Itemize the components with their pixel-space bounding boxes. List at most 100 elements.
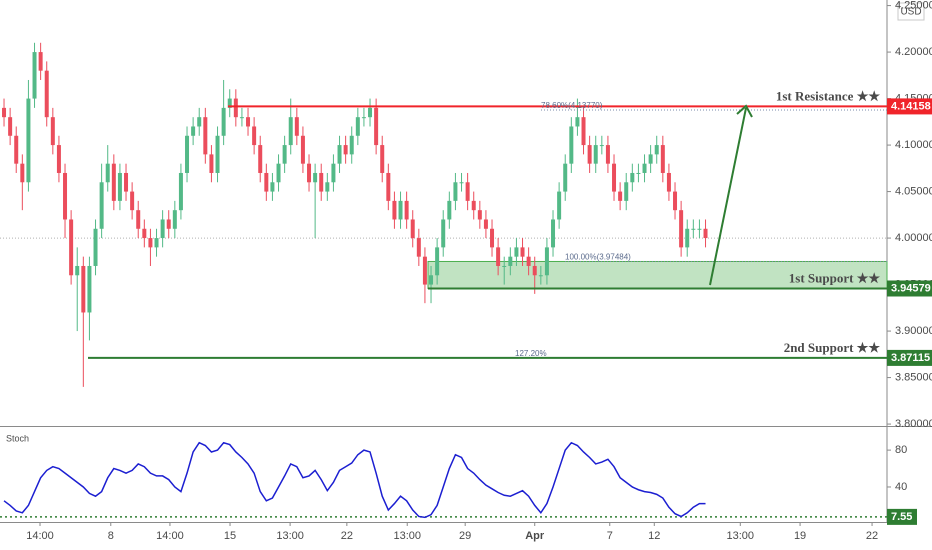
candle-body [685, 228, 690, 248]
x-tick-label: 29 [459, 530, 471, 542]
candle-body [691, 228, 696, 230]
candle-body [502, 265, 507, 267]
candle-body [380, 145, 385, 173]
indicator-title: Stoch [6, 433, 29, 443]
candle-body [313, 172, 318, 183]
candle-body [337, 145, 342, 164]
candle-body [666, 172, 671, 192]
projection-arrow [709, 104, 753, 286]
candle-body [142, 228, 147, 239]
x-tick-label: 15 [224, 530, 236, 542]
candle-body [50, 117, 55, 146]
candle-body [587, 145, 592, 164]
candle-body [63, 172, 68, 220]
candle-body [429, 275, 434, 285]
x-tick-label: 14:00 [26, 530, 54, 542]
candle-body [87, 265, 92, 313]
candle-body [514, 247, 519, 257]
currency-label: USD [900, 7, 921, 18]
price-box-label: 3.94579 [891, 282, 931, 294]
candle-body [471, 200, 476, 211]
stoch-line [3, 441, 706, 519]
candle-body [166, 219, 171, 229]
candle-body [392, 200, 397, 220]
candle-body [422, 256, 427, 285]
candle-body [300, 135, 305, 164]
candle-body [624, 182, 629, 201]
candle-body [81, 265, 86, 313]
candle-body [26, 98, 31, 183]
candle-body [349, 135, 354, 155]
candle-body [56, 145, 61, 173]
candle-body [612, 163, 617, 192]
candle-body [355, 117, 360, 136]
candle-body [2, 107, 7, 118]
candle-body [130, 191, 135, 211]
candle-body [618, 191, 623, 201]
x-tick-label: 13:00 [276, 530, 304, 542]
candle-body [551, 219, 556, 248]
candle-body [160, 219, 165, 239]
y-tick-label: 4.25000 [895, 0, 932, 11]
candle-body [526, 256, 531, 266]
candle-body [252, 126, 257, 146]
candle-body [386, 172, 391, 201]
currency-box [897, 2, 925, 21]
candle-body [69, 219, 74, 276]
candle-body [331, 163, 336, 183]
candle-body [288, 117, 293, 146]
candle-body [227, 98, 232, 108]
price-box-label: 4.14158 [891, 100, 931, 112]
candle-body [75, 265, 80, 276]
candle-body [203, 117, 208, 155]
candle-body [477, 210, 482, 220]
candle-body [246, 117, 251, 127]
candle-body [697, 228, 702, 230]
candle-body [441, 219, 446, 248]
candle-body [197, 117, 202, 127]
fib-label: 100.00%(3.97484) [565, 253, 631, 262]
y-tick-label: 80 [895, 444, 907, 456]
candle-body [374, 107, 379, 146]
x-tick-label: 12 [648, 530, 660, 542]
candle-body [508, 256, 513, 266]
y-tick-label: 3.80000 [895, 418, 932, 430]
y-tick-label: 4.00000 [895, 232, 932, 244]
y-tick-label: 4.10000 [895, 139, 932, 151]
candle-body [404, 200, 409, 220]
y-tick-label: 4.20000 [895, 46, 932, 58]
candle-body [148, 238, 153, 248]
candle-body [593, 145, 598, 164]
candle-body [361, 117, 366, 119]
candle-body [660, 145, 665, 173]
candle-body [111, 163, 116, 201]
candle-body [239, 117, 244, 119]
candle-body [8, 117, 13, 136]
candle-body [136, 210, 141, 229]
candle-body [483, 219, 488, 229]
level-label: 2nd Support ★★ [784, 340, 881, 355]
price-box [887, 280, 932, 297]
fib-label: 78.60%(4.13770) [541, 101, 603, 110]
candle-body [703, 228, 708, 239]
candle-body [191, 126, 196, 136]
candle-body [490, 228, 495, 248]
candle-body [325, 182, 330, 192]
candle-body [563, 163, 568, 192]
candle-body [630, 172, 635, 183]
arrow-shaft [709, 107, 747, 286]
candle-body [520, 247, 525, 257]
level-label: 1st Resistance ★★ [776, 88, 881, 103]
candle-body [154, 238, 159, 248]
candle-body [538, 275, 543, 277]
candle-body [294, 117, 299, 136]
candle-body [44, 70, 49, 118]
price-box [887, 98, 932, 115]
candle-body [368, 107, 373, 118]
candle-body [453, 182, 458, 201]
candle-body [93, 228, 98, 266]
candle-body [38, 52, 43, 71]
candle-body [398, 200, 403, 220]
